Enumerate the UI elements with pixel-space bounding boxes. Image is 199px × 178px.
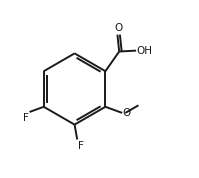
Text: OH: OH (137, 46, 153, 56)
Text: O: O (115, 23, 123, 33)
Text: O: O (123, 108, 131, 118)
Text: F: F (78, 141, 83, 151)
Text: F: F (23, 113, 29, 123)
